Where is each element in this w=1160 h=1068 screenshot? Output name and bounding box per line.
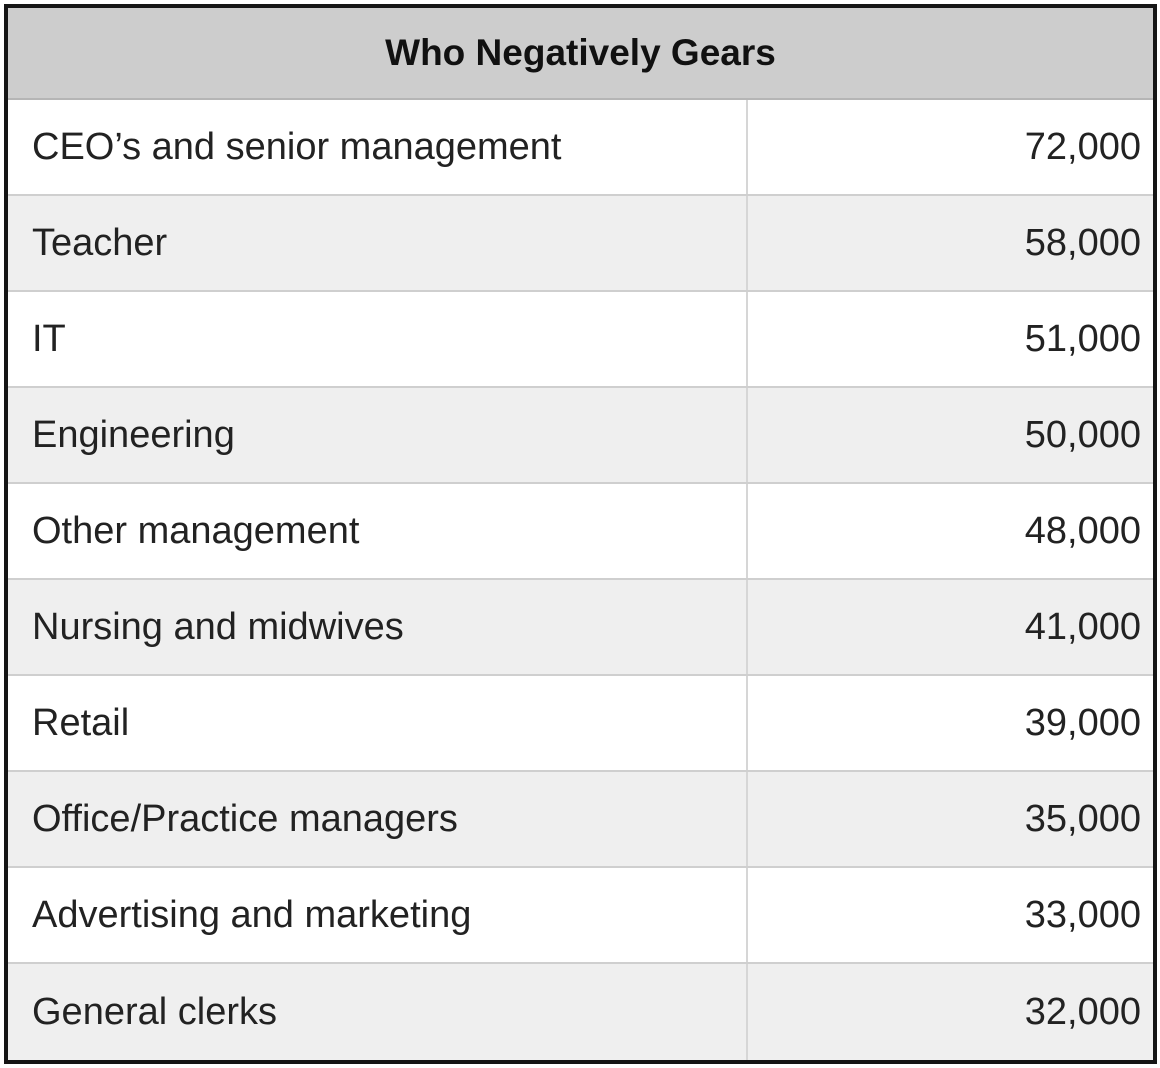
value-cell: 33,000 xyxy=(1024,893,1141,936)
table-row: Nursing and midwives 41,000 xyxy=(8,580,1153,676)
value-cell: 51,000 xyxy=(1024,317,1141,360)
occupation-cell: Engineering xyxy=(8,388,748,482)
value-cell: 32,000 xyxy=(1024,990,1141,1033)
occupation-cell: General clerks xyxy=(8,964,748,1060)
occupation-cell: Teacher xyxy=(8,196,748,290)
table-row: Other management 48,000 xyxy=(8,484,1153,580)
value-cell: 50,000 xyxy=(1024,413,1141,456)
value-cell: 48,000 xyxy=(1024,509,1141,552)
value-cell: 58,000 xyxy=(1024,221,1141,264)
table-row: Advertising and marketing 33,000 xyxy=(8,868,1153,964)
occupation-cell: Advertising and marketing xyxy=(8,868,748,962)
table: Who Negatively Gears CEO’s and senior ma… xyxy=(4,4,1157,1064)
occupation-cell: IT xyxy=(8,292,748,386)
value-cell: 39,000 xyxy=(1024,701,1141,744)
occupation-cell: Nursing and midwives xyxy=(8,580,748,674)
table-row: IT 51,000 xyxy=(8,292,1153,388)
occupation-cell: Retail xyxy=(8,676,748,770)
table-row: Engineering 50,000 xyxy=(8,388,1153,484)
table-row: Office/Practice managers 35,000 xyxy=(8,772,1153,868)
value-cell: 72,000 xyxy=(1024,125,1141,168)
table-row: CEO’s and senior management 72,000 xyxy=(8,100,1153,196)
occupation-cell: Office/Practice managers xyxy=(8,772,748,866)
occupation-cell: CEO’s and senior management xyxy=(8,100,748,194)
table-row: Retail 39,000 xyxy=(8,676,1153,772)
table-row: General clerks 32,000 xyxy=(8,964,1153,1060)
table-row: Teacher 58,000 xyxy=(8,196,1153,292)
value-cell: 35,000 xyxy=(1024,797,1141,840)
occupation-cell: Other management xyxy=(8,484,748,578)
value-cell: 41,000 xyxy=(1024,605,1141,648)
table-title: Who Negatively Gears xyxy=(8,8,1153,100)
